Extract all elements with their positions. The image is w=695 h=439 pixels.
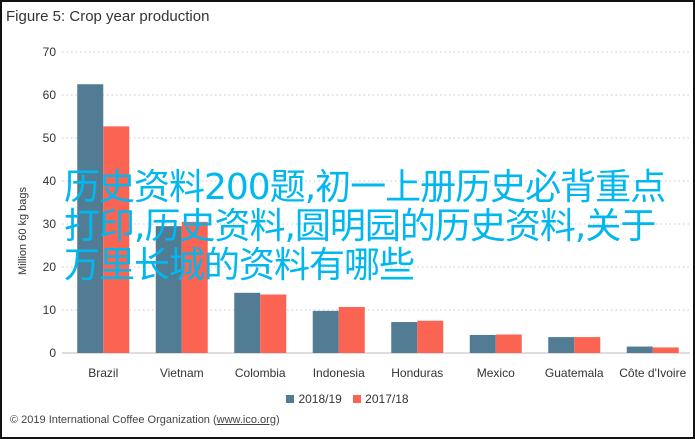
footer-text: ) <box>275 414 280 426</box>
footer-link[interactable]: www.ico.org <box>216 414 276 426</box>
x-tick-label: Honduras <box>391 366 443 380</box>
bar-2017-18 <box>417 320 444 353</box>
x-tick-label: Mexico <box>477 366 515 380</box>
legend-label: 2018/19 <box>298 392 342 406</box>
y-tick-label: 10 <box>43 303 57 317</box>
y-tick-label: 0 <box>49 346 56 360</box>
x-tick-label: Vietnam <box>160 366 204 380</box>
bar-2017-18 <box>574 337 601 353</box>
x-tick-label: Indonesia <box>313 366 365 380</box>
bar-2017-18 <box>652 347 679 353</box>
copyright-footer: © 2019 International Coffee Organization… <box>10 414 280 426</box>
bar-2018-19 <box>626 346 653 353</box>
x-tick-label: Colombia <box>235 366 286 380</box>
bar-2017-18 <box>495 334 522 353</box>
bar-2018-19 <box>469 334 496 353</box>
bar-2017-18 <box>181 221 208 353</box>
legend-swatch <box>353 395 362 403</box>
bar-2017-18 <box>103 126 130 353</box>
bar-2018-19 <box>155 226 182 353</box>
bar-2018-19 <box>548 337 575 353</box>
y-tick-label: 50 <box>43 131 57 145</box>
legend-swatch <box>286 395 295 403</box>
bar-2018-19 <box>391 322 418 353</box>
legend: 2018/19 2017/18 <box>0 392 695 406</box>
y-tick-label: 60 <box>43 88 57 102</box>
y-tick-label: 30 <box>43 217 57 231</box>
x-tick-label: Guatemala <box>545 366 604 380</box>
legend-item-2018-19: 2018/19 <box>286 392 342 406</box>
bar-2017-18 <box>260 294 287 353</box>
legend-item-2017-18: 2017/18 <box>353 392 409 406</box>
x-tick-label: Brazil <box>88 366 118 380</box>
bar-2018-19 <box>312 310 339 353</box>
bar-2018-19 <box>77 84 104 353</box>
bar-2017-18 <box>338 306 365 353</box>
y-axis-label: Million 60 kg bags <box>17 186 29 276</box>
footer-text: © 2019 International Coffee Organization… <box>10 414 217 426</box>
overlay-line: 打印,历史资料,圆明园的历史资料,关于 <box>64 206 656 247</box>
bar-2018-19 <box>234 292 261 353</box>
x-tick-label: Côte d'Ivoire <box>619 366 686 380</box>
y-tick-label: 40 <box>43 174 57 188</box>
overlay-line: 历史资料200题,初一上册历史必背重点 <box>64 167 666 208</box>
y-tick-label: 70 <box>43 45 57 59</box>
overlay-caption: 历史资料200题,初一上册历史必背重点 打印,历史资料,圆明园的历史资料,关于 … <box>64 168 690 285</box>
y-tick-label: 20 <box>43 260 57 274</box>
legend-label: 2017/18 <box>365 392 409 406</box>
overlay-line: 万里长城的资料有哪些 <box>64 245 415 286</box>
chart-title: Figure 5: Crop year production <box>6 8 210 25</box>
